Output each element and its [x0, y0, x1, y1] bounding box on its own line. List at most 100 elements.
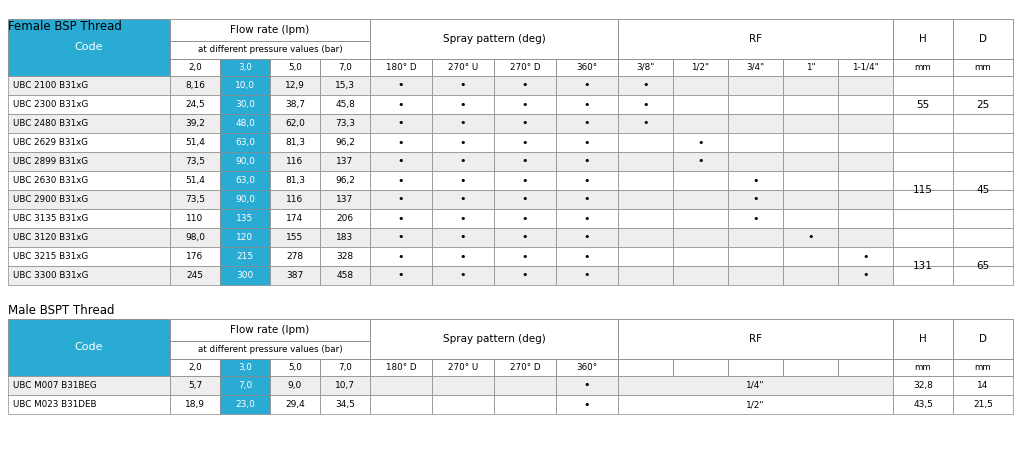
Text: 34,5: 34,5 — [335, 400, 355, 409]
Text: RF: RF — [749, 34, 762, 44]
Text: 5,0: 5,0 — [288, 363, 302, 372]
Bar — [783, 266, 838, 285]
Text: •: • — [397, 81, 404, 91]
Bar — [432, 395, 494, 414]
Text: •: • — [642, 119, 649, 129]
Bar — [728, 209, 783, 228]
Text: •: • — [522, 251, 528, 262]
Text: 7,0: 7,0 — [238, 381, 252, 390]
Text: 245: 245 — [186, 271, 204, 280]
Bar — [618, 359, 673, 376]
Text: 32,8: 32,8 — [913, 381, 933, 390]
Text: •: • — [397, 137, 404, 147]
Text: •: • — [460, 213, 466, 224]
Bar — [618, 190, 673, 209]
Text: 15,3: 15,3 — [335, 81, 355, 90]
Text: 1/2": 1/2" — [691, 63, 710, 72]
Text: 278: 278 — [287, 252, 303, 261]
Bar — [370, 247, 432, 266]
Bar — [893, 266, 953, 285]
Text: H: H — [920, 334, 927, 344]
Text: 2,0: 2,0 — [188, 363, 202, 372]
Bar — [673, 59, 728, 76]
Text: •: • — [584, 137, 590, 147]
Bar — [370, 376, 432, 395]
Bar — [673, 114, 728, 133]
Bar — [8, 209, 170, 228]
Text: 183: 183 — [336, 233, 353, 242]
Text: 7,0: 7,0 — [338, 63, 352, 72]
Text: 1/2": 1/2" — [746, 400, 765, 409]
Text: 30,0: 30,0 — [234, 100, 255, 109]
Bar — [370, 152, 432, 171]
Bar — [319, 395, 370, 414]
Bar — [556, 171, 618, 190]
Text: 1/4": 1/4" — [746, 381, 765, 390]
Bar — [838, 133, 893, 152]
Bar — [953, 152, 1013, 171]
Bar — [8, 19, 170, 76]
Text: D: D — [979, 334, 987, 344]
Text: UBC 2900 B31xG: UBC 2900 B31xG — [13, 195, 88, 204]
Text: 25: 25 — [976, 99, 989, 109]
Bar — [8, 228, 170, 247]
Bar — [728, 247, 783, 266]
Bar — [673, 247, 728, 266]
Bar — [838, 59, 893, 76]
Bar — [319, 209, 370, 228]
Text: 135: 135 — [237, 214, 254, 223]
Bar — [494, 152, 556, 171]
Bar — [8, 247, 170, 266]
Bar — [170, 247, 220, 266]
Text: 215: 215 — [237, 252, 254, 261]
Bar — [893, 171, 953, 190]
Text: 116: 116 — [287, 157, 304, 166]
Text: •: • — [584, 381, 590, 391]
Text: 155: 155 — [287, 233, 304, 242]
Bar — [783, 228, 838, 247]
Bar — [170, 395, 220, 414]
Bar — [370, 395, 432, 414]
Text: mm: mm — [914, 363, 932, 372]
Text: •: • — [522, 137, 528, 147]
Text: 96,2: 96,2 — [335, 138, 355, 147]
Text: •: • — [697, 157, 703, 167]
Text: UBC 2629 B31xG: UBC 2629 B31xG — [13, 138, 88, 147]
Bar — [319, 133, 370, 152]
Bar — [838, 171, 893, 190]
Bar — [370, 228, 432, 247]
Bar — [270, 228, 319, 247]
Bar — [220, 152, 270, 171]
Bar — [618, 171, 673, 190]
Bar — [953, 114, 1013, 133]
Text: •: • — [460, 195, 466, 205]
Bar — [432, 247, 494, 266]
Bar — [370, 209, 432, 228]
Text: 137: 137 — [336, 195, 353, 204]
Bar — [728, 133, 783, 152]
Text: 131: 131 — [913, 261, 933, 271]
Bar — [556, 228, 618, 247]
Bar — [370, 76, 432, 95]
Bar — [270, 59, 319, 76]
Text: 96,2: 96,2 — [335, 176, 355, 185]
Bar — [170, 171, 220, 190]
Text: 206: 206 — [337, 214, 353, 223]
Text: 18,9: 18,9 — [185, 400, 205, 409]
Text: •: • — [397, 157, 404, 167]
Bar — [220, 376, 270, 395]
Bar — [170, 59, 220, 76]
Text: 45,8: 45,8 — [335, 100, 355, 109]
Text: 180° D: 180° D — [386, 63, 417, 72]
Bar — [893, 319, 953, 359]
Bar — [783, 133, 838, 152]
Text: •: • — [397, 251, 404, 262]
Bar — [783, 247, 838, 266]
Text: •: • — [584, 233, 590, 242]
Text: •: • — [522, 213, 528, 224]
Bar — [783, 76, 838, 95]
Text: •: • — [397, 213, 404, 224]
Text: at different pressure values (bar): at different pressure values (bar) — [198, 345, 342, 354]
Text: 176: 176 — [186, 252, 204, 261]
Bar — [494, 76, 556, 95]
